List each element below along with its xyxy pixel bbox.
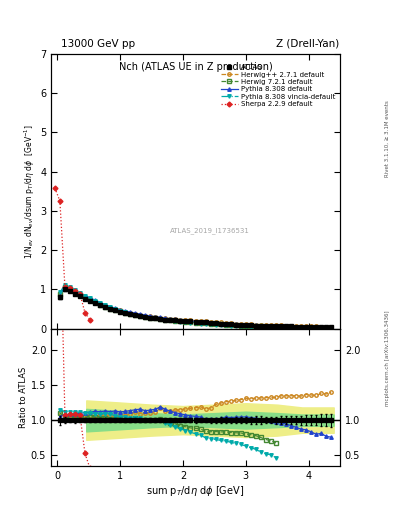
- Text: Z (Drell-Yan): Z (Drell-Yan): [275, 38, 339, 49]
- Text: ATLAS_2019_I1736531: ATLAS_2019_I1736531: [170, 227, 250, 234]
- Text: Rivet 3.1.10, ≥ 3.1M events: Rivet 3.1.10, ≥ 3.1M events: [385, 100, 390, 177]
- Text: mcplots.cern.ch [arXiv:1306.3436]: mcplots.cern.ch [arXiv:1306.3436]: [385, 311, 390, 406]
- Legend: ATLAS, Herwig++ 2.7.1 default, Herwig 7.2.1 default, Pythia 8.308 default, Pythi: ATLAS, Herwig++ 2.7.1 default, Herwig 7.…: [219, 63, 336, 109]
- X-axis label: sum p$_T$/d$\eta$ d$\phi$ [GeV]: sum p$_T$/d$\eta$ d$\phi$ [GeV]: [147, 483, 244, 498]
- Y-axis label: 1/N$_{ev}$ dN$_{ev}$/dsum p$_T$/d$\eta$ d$\phi$  [GeV$^{-1}$]: 1/N$_{ev}$ dN$_{ev}$/dsum p$_T$/d$\eta$ …: [23, 124, 37, 259]
- Y-axis label: Ratio to ATLAS: Ratio to ATLAS: [19, 367, 28, 428]
- Text: Nch (ATLAS UE in Z production): Nch (ATLAS UE in Z production): [119, 62, 272, 72]
- Text: 13000 GeV pp: 13000 GeV pp: [61, 38, 135, 49]
